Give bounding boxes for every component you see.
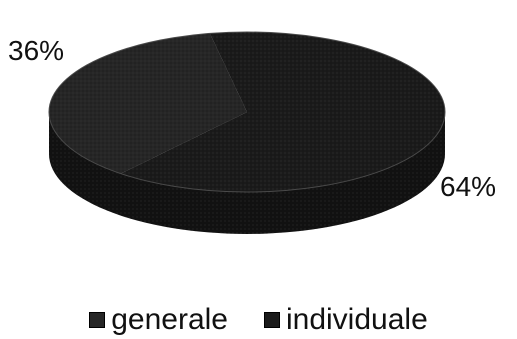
- data-label-individuale: 64%: [440, 171, 496, 202]
- legend-item-generale: generale: [89, 303, 228, 337]
- pie-body: [48, 31, 446, 234]
- pie-side-wall-texture: [49, 112, 445, 234]
- legend-swatch-individuale: [263, 312, 280, 328]
- legend: generale individuale: [0, 302, 517, 338]
- data-label-generale: 36%: [8, 35, 64, 66]
- legend-swatch-generale: [89, 312, 106, 328]
- pie-slice-texture-generale: [48, 33, 248, 174]
- pie-top-rim: [48, 31, 446, 193]
- legend-label-individuale: individuale: [285, 303, 428, 336]
- pie-labels: 36% 64%: [8, 35, 496, 202]
- legend-label-generale: generale: [111, 303, 228, 336]
- pie-slice-texture-individuale: [120, 32, 445, 192]
- legend-item-individuale: individuale: [263, 303, 428, 337]
- pie-chart-svg: 36% 64%: [8, 31, 496, 234]
